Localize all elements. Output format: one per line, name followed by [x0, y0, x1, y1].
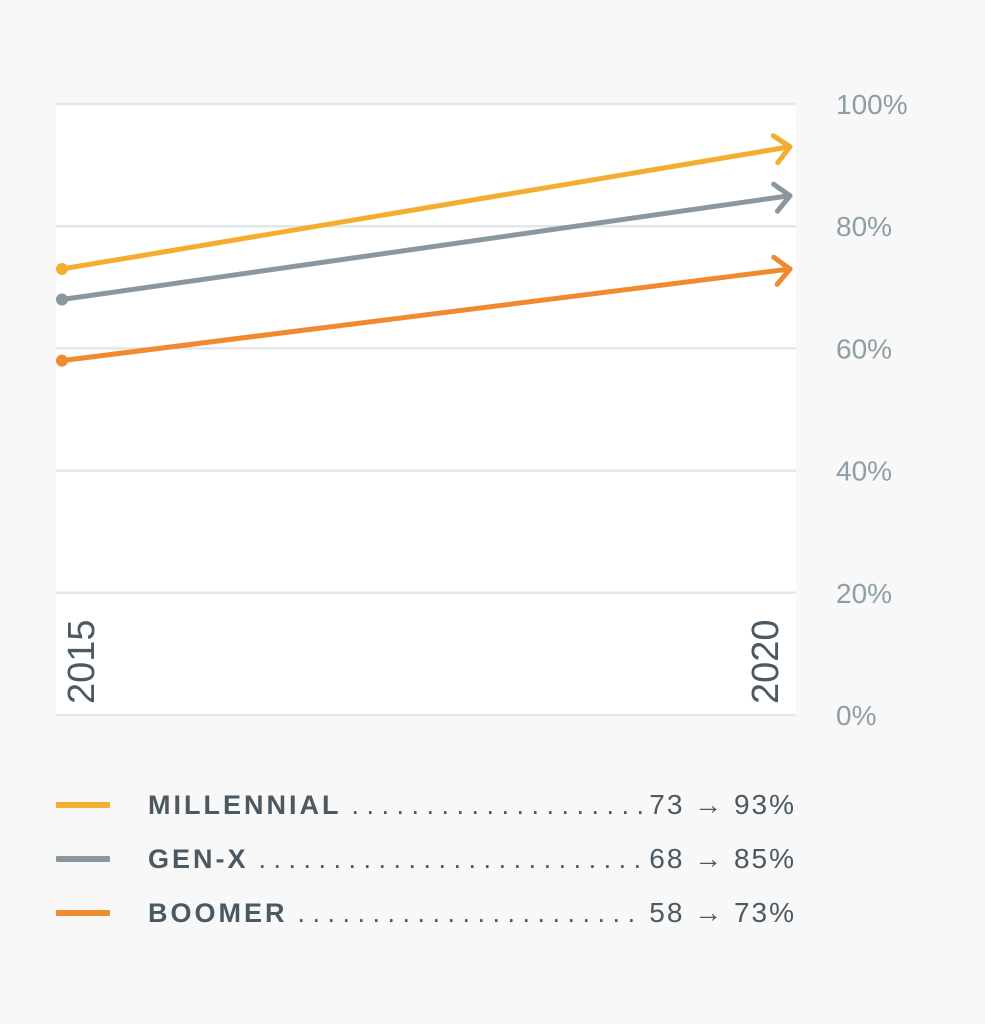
legend-value-boomer: 58 → 73%	[649, 897, 796, 928]
series-start-point	[56, 354, 68, 367]
series-end-arrow	[771, 254, 793, 287]
y-tick-label: 40%	[836, 456, 892, 487]
y-tick-label: 0%	[836, 700, 876, 731]
legend-value-gen-x: 68 → 85%	[649, 843, 796, 874]
legend-label-boomer: BOOMER	[148, 897, 288, 928]
legend-swatch-gen-x	[56, 856, 110, 862]
legend-item-millennial: MILLENNIAL 73 → 93%	[56, 778, 796, 832]
legend-label-gen-x: GEN-X	[148, 843, 249, 874]
x-tick-label: 2020	[745, 619, 787, 704]
y-tick-label: 80%	[836, 211, 892, 242]
legend-swatch-millennial	[56, 802, 110, 808]
legend-swatch-boomer	[56, 910, 110, 916]
x-axis-tick-labels: 2015 2020	[61, 619, 787, 704]
legend-value-millennial: 73 → 93%	[649, 789, 796, 820]
series-end-arrow	[771, 181, 793, 214]
x-tick-label: 2015	[61, 619, 103, 704]
plot-area-background	[56, 104, 796, 715]
legend-dot-leader	[351, 790, 643, 821]
gridlines	[56, 102, 796, 717]
y-axis-tick-labels: 0% 20% 40% 60% 80% 100%	[836, 89, 908, 731]
series-lines	[56, 133, 793, 367]
series-line	[59, 193, 793, 303]
series-start-point	[56, 262, 68, 275]
series-start-point	[56, 293, 68, 306]
series-line	[59, 266, 793, 364]
legend-item-boomer: BOOMER 58 → 73%	[56, 886, 796, 940]
series-line	[59, 144, 793, 272]
line-chart: 0% 20% 40% 60% 80% 100% 2015 2020	[56, 89, 908, 731]
legend-dot-leader	[259, 844, 644, 875]
series-end-arrow	[770, 133, 793, 166]
legend-item-gen-x: GEN-X 68 → 85%	[56, 832, 796, 886]
legend-dot-leader	[298, 898, 644, 929]
legend-label-millennial: MILLENNIAL	[148, 789, 342, 820]
y-tick-label: 60%	[836, 333, 892, 364]
legend: MILLENNIAL 73 → 93% GEN-X 68 → 85% BOOME…	[56, 778, 796, 940]
y-tick-label: 100%	[836, 89, 908, 120]
y-tick-label: 20%	[836, 578, 892, 609]
